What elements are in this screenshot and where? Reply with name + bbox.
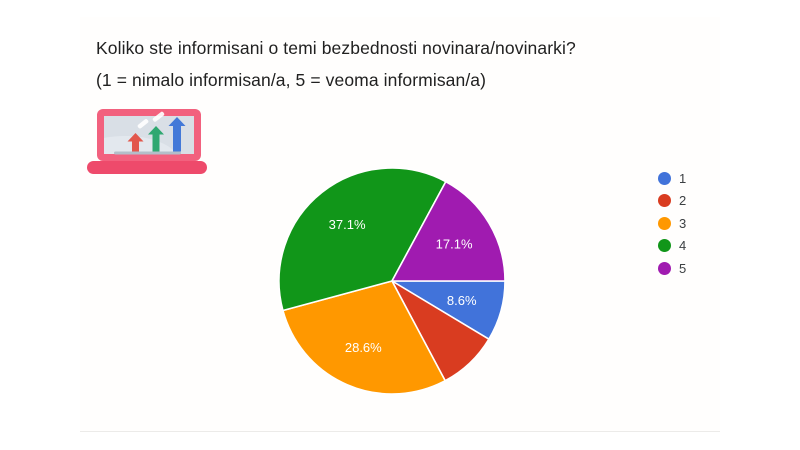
legend-color-dot	[658, 239, 671, 252]
pie-slice-5	[391, 180, 506, 282]
green-arrow-icon	[148, 126, 164, 152]
legend-label: 3	[679, 215, 687, 231]
legend-color-dot	[658, 171, 671, 185]
pie-slice-label: 37.1%	[329, 217, 366, 232]
legend-label: 1	[679, 170, 687, 186]
form-results-card: Koliko ste informisani o temi bezbednost…	[80, 17, 720, 432]
legend-item-1: 1	[658, 170, 687, 186]
blue-arrow-icon	[168, 117, 186, 152]
chart-legend: 1 2 3 4 5	[658, 170, 687, 276]
legend-color-dot	[658, 194, 671, 207]
chart-baseline	[114, 151, 181, 155]
pie-slice-4	[278, 167, 447, 312]
laptop-chart-icon	[87, 109, 207, 174]
question-title-line2: (1 = nimalo informisan/a, 5 = veoma info…	[96, 70, 487, 90]
red-arrow-icon	[127, 133, 144, 152]
legend-item-3: 3	[658, 215, 687, 231]
legend-item-2: 2	[658, 193, 687, 208]
pie-slice-label: 8.6%	[447, 293, 477, 308]
pie-slice-label: 28.6%	[345, 340, 382, 355]
pie-slice-label: 17.1%	[436, 237, 473, 252]
dashed-trend-line	[137, 111, 165, 129]
legend-item-5: 5	[658, 260, 687, 276]
legend-label: 4	[679, 238, 687, 253]
pie-chart: 8.6% 28.6% 37.1% 17.1%	[278, 167, 506, 395]
question-title-line1: Koliko ste informisani o temi bezbednost…	[96, 38, 576, 58]
legend-item-4: 4	[658, 238, 687, 253]
question-title: Koliko ste informisani o temi bezbednost…	[96, 32, 576, 96]
legend-color-dot	[658, 216, 671, 230]
laptop-base	[87, 161, 207, 174]
legend-label: 2	[679, 193, 687, 208]
legend-label: 5	[679, 260, 687, 276]
legend-color-dot	[658, 261, 671, 275]
pie-slice-3	[282, 280, 446, 395]
